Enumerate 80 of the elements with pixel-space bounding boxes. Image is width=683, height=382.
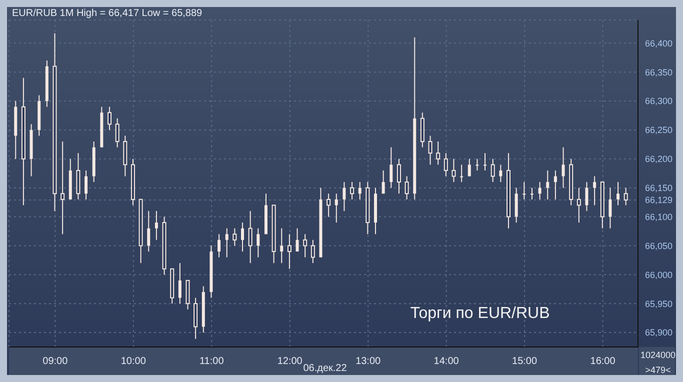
- candlestick: [514, 187, 518, 224]
- x-tick-label: 14:00: [434, 356, 460, 368]
- candlestick: [382, 170, 385, 194]
- candlestick: [490, 158, 495, 183]
- candlestick: [303, 234, 308, 258]
- candlestick: [608, 187, 612, 229]
- y-tick-label: 66,250: [645, 125, 673, 136]
- candlestick: [178, 262, 182, 304]
- candlestick: [310, 239, 315, 264]
- candlestick: [154, 210, 158, 240]
- candlestick: [546, 170, 550, 200]
- y-tick-label: 66,350: [645, 67, 673, 78]
- candlestick: [460, 164, 464, 183]
- y-tick-label: 66,200: [645, 154, 673, 164]
- candlestick: [390, 146, 393, 188]
- candlestick: [538, 182, 542, 200]
- annotation: Торги по EUR/RUB: [410, 305, 550, 322]
- candlestick: [326, 193, 331, 218]
- candlestick: [147, 210, 150, 252]
- candlestick: [484, 152, 487, 171]
- candlestick: [452, 158, 456, 183]
- text: 1024000: [640, 350, 676, 360]
- candlestick: [616, 182, 620, 206]
- candlestick: [593, 176, 596, 206]
- candlestick: [499, 164, 502, 183]
- candlestick: [585, 182, 588, 212]
- candlestick: [396, 158, 401, 194]
- candlestick: [60, 141, 65, 235]
- x-tick-label: 16:00: [590, 356, 616, 368]
- chart-title: EUR/RUB 1M High = 66,417 Low = 65,889: [12, 8, 203, 19]
- x-tick-label: 13:00: [356, 356, 382, 368]
- candlestick: [468, 158, 471, 177]
- x-tick-label: 12:00: [277, 356, 303, 368]
- candlestick: [225, 228, 228, 258]
- y-tick-label: 66,050: [645, 240, 673, 251]
- candlestick: [108, 106, 112, 130]
- candlestick: [232, 228, 237, 246]
- candlestick: [256, 228, 260, 258]
- candlestick: [241, 222, 244, 252]
- candlestick: [186, 280, 190, 310]
- text: 06.дек.22: [303, 363, 348, 374]
- candlestick: [522, 182, 526, 200]
- candlestick: [296, 228, 299, 252]
- x-tick-label: 09:00: [42, 356, 68, 368]
- candlestick: [444, 152, 448, 177]
- candlestick: [123, 135, 128, 177]
- candlestick: [115, 118, 120, 148]
- y-tick-label: 66,100: [645, 212, 673, 222]
- candlestick: [358, 182, 362, 200]
- y-tick-label: 66,000: [645, 270, 673, 280]
- candlestick: [334, 193, 338, 224]
- y-tick-label: 66,300: [645, 96, 673, 106]
- y-tick-label: 66,400: [645, 38, 673, 48]
- candlestick: [218, 234, 221, 258]
- candlestick: [436, 141, 440, 166]
- candlestick: [554, 170, 557, 200]
- candlestick: [562, 146, 565, 188]
- candlestick: [420, 112, 424, 148]
- x-tick-label: 10:00: [120, 356, 146, 368]
- candlestick: [342, 182, 346, 212]
- y-tick-label: 66,150: [645, 183, 673, 194]
- candlestick: [530, 187, 534, 200]
- candlestick: [248, 210, 252, 264]
- candlestick: [280, 228, 284, 264]
- candlestick: [476, 158, 479, 171]
- candlestick: [624, 187, 628, 206]
- y-tick-label: 65,900: [645, 328, 673, 338]
- y-tick-label: 66,129: [645, 195, 673, 206]
- candlestick: [84, 170, 88, 200]
- candlestick: [576, 187, 581, 224]
- text: >479<: [645, 365, 671, 375]
- candlestick: [194, 297, 198, 340]
- y-tick-label: 65,950: [645, 298, 673, 309]
- candlestick: [350, 182, 354, 200]
- candlestick: [76, 152, 80, 200]
- candlestick: [287, 234, 292, 270]
- candlestick: [428, 135, 432, 166]
- x-tick-label: 15:00: [512, 356, 538, 368]
- candlestick: [404, 176, 409, 200]
- x-tick-label: 11:00: [199, 356, 224, 368]
